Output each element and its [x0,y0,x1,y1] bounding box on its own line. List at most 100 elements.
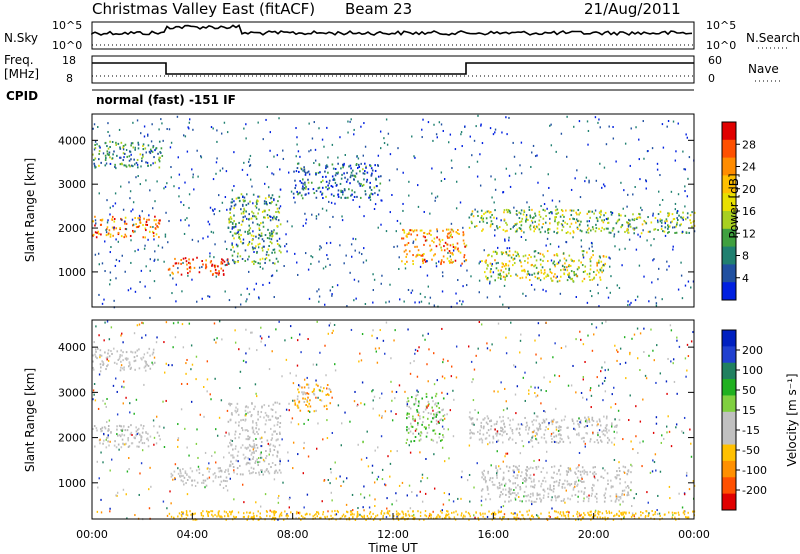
velocity-point [622,511,624,514]
power-point [260,232,263,235]
power-point [148,214,150,217]
velocity-point [96,510,99,513]
velocity-point [604,426,607,429]
velocity-point [262,458,265,461]
velocity-point [562,511,564,514]
velocity-point [397,514,399,517]
power-point [484,260,487,263]
power-point [438,243,441,246]
velocity-point [497,509,500,512]
power-point [313,121,315,124]
power-point [181,290,183,293]
power-point [156,180,158,183]
power-point [591,210,594,213]
power-point [308,122,310,125]
power-point [172,272,174,275]
velocity-point [250,415,253,418]
power-point [596,269,599,272]
velocity-point [192,513,195,516]
power-point [556,212,558,215]
velocity-point [520,423,523,426]
velocity-point [253,444,256,447]
velocity-point [94,399,97,402]
velocity-point [528,392,530,395]
power-point [550,144,553,147]
power-point [270,238,273,241]
power-point [369,196,371,199]
velocity-point [212,480,215,483]
power-point [278,117,280,120]
velocity-point [538,480,540,483]
velocity-point [584,445,586,448]
velocity-point [419,490,421,493]
velocity-point [575,467,578,470]
velocity-point [409,407,412,410]
velocity-point [407,328,409,331]
velocity-point [430,420,433,423]
power-point [440,259,443,262]
power-point [151,150,154,153]
velocity-point [649,471,652,474]
velocity-point [185,517,188,520]
power-point [479,220,481,223]
power-point [149,269,151,272]
velocity-point [412,419,415,422]
power-point [556,262,559,265]
power-point [296,190,298,193]
power-point [452,243,454,246]
velocity-point [632,448,634,451]
power-point [531,273,533,276]
velocity-point [600,440,603,443]
power-point [596,262,599,265]
power-point [272,218,274,221]
power-point [350,243,353,246]
velocity-point [152,348,155,351]
velocity-point [592,431,594,434]
velocity-point [437,402,440,405]
velocity-point [179,470,182,473]
power-point [549,217,551,220]
velocity-point [282,518,285,521]
velocity-point [289,496,291,499]
power-point [370,192,373,195]
velocity-point [378,414,381,417]
velocity-point [372,399,374,402]
power-point [207,220,209,223]
power-point [139,281,141,284]
velocity-point [124,443,126,446]
velocity-point [417,414,420,417]
velocity-point [469,417,471,420]
velocity-point [574,493,577,496]
velocity-point [452,389,454,392]
power-point [454,148,457,151]
power-point [588,272,591,275]
power-point [169,274,171,277]
power-point [676,221,679,224]
power-point [526,273,529,276]
power-point [209,255,211,258]
velocity-point [261,456,263,459]
power-point [530,283,533,286]
power-point [208,295,211,298]
velocity-point [558,484,560,487]
velocity-point [589,438,592,441]
velocity-point [165,399,167,402]
power-point [591,226,594,229]
velocity-point [301,391,303,394]
velocity-point [628,511,630,514]
power-point [538,228,541,231]
power-point [671,220,673,223]
power-point [554,218,556,221]
power-point [245,210,247,213]
power-point [167,241,169,244]
power-point [519,277,522,280]
velocity-point [130,431,133,434]
velocity-point [558,375,561,378]
velocity-point [421,473,424,476]
power-point [358,205,361,208]
velocity-point [416,424,419,427]
power-point [482,217,485,220]
power-point [573,260,575,263]
velocity-point [350,328,353,331]
velocity-point [101,426,104,429]
